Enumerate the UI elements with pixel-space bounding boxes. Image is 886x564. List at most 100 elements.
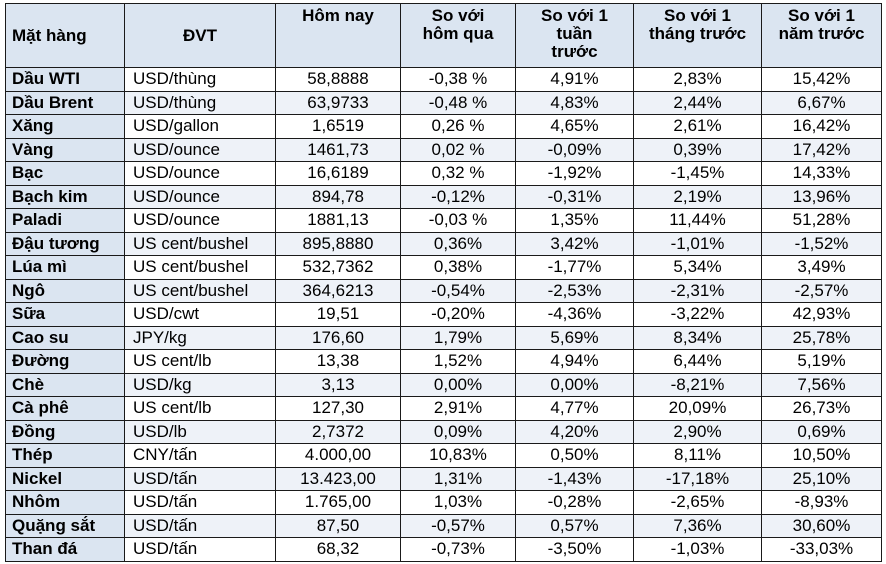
cell-vs-week: 0,00% [515,372,634,397]
cell-vs-month: 2,61% [633,114,762,139]
cell-today: 1,6519 [275,114,401,139]
header-row: Mặt hàng ĐVT Hôm nay So với hôm qua So v… [5,3,882,68]
cell-vs-week: 4,94% [515,349,634,374]
cell-today: 16,6189 [275,161,401,186]
header-vs-year-line2: năm trước [778,24,865,43]
cell-unit: USD/ounce [124,161,276,186]
cell-vs-week: -0,28% [515,490,634,515]
cell-vs-month: 6,44% [633,349,762,374]
table-row: Xăng USD/gallon 1,6519 0,26 % 4,65% 2,61% 16,4… [5,114,882,139]
cell-vs-month: -3,22% [633,302,762,327]
table-row: Ngô US cent/bushel 364,6213 -0,54% -2,53% -2,… [5,278,882,303]
cell-today: 894,78 [275,184,401,209]
cell-today: 364,6213 [275,278,401,303]
cell-vs-year: 10,50% [761,443,882,468]
table-row: Paladi USD/ounce 1881,13 -0,03 % 1,35% 11,44%… [5,208,882,233]
cell-vs-week: 0,57% [515,513,634,538]
header-vs-month-line1: So với 1 [664,6,731,25]
cell-unit: USD/tấn [124,466,276,491]
cell-vs-month: 5,34% [633,255,762,280]
cell-vs-month: 7,36% [633,513,762,538]
cell-item-name: Cà phê [5,396,125,421]
cell-unit: USD/ounce [124,137,276,162]
cell-item-name: Cao su [5,325,125,350]
cell-vs-week: 1,35% [515,208,634,233]
header-vs-week-line2: tuần [556,24,593,43]
cell-today: 68,32 [275,537,401,562]
cell-unit: JPY/kg [124,325,276,350]
cell-today: 895,8880 [275,231,401,256]
cell-vs-yesterday: 1,52% [400,349,516,374]
cell-today: 127,30 [275,396,401,421]
header-unit: ĐVT [124,3,276,68]
header-vs-yesterday-line1: So với [431,6,485,25]
header-vs-yesterday-line2: hôm qua [422,24,494,43]
commodity-price-table: Mặt hàng ĐVT Hôm nay So với hôm qua So v… [5,3,882,562]
cell-vs-yesterday: 0,26 % [400,114,516,139]
table-row: Chè USD/kg 3,13 0,00% 0,00% -8,21% 7,56% [5,372,882,397]
cell-today: 1881,13 [275,208,401,233]
cell-item-name: Bạch kim [5,184,125,209]
cell-vs-week: 4,83% [515,90,634,115]
cell-item-name: Đậu tương [5,231,125,256]
header-vs-month-line2: tháng trước [648,24,747,43]
cell-today: 19,51 [275,302,401,327]
cell-today: 3,13 [275,372,401,397]
cell-unit: USD/ounce [124,208,276,233]
cell-vs-week: 4,65% [515,114,634,139]
cell-today: 63,9733 [275,90,401,115]
cell-today: 1.765,00 [275,490,401,515]
table-row: Quặng sắt USD/tấn 87,50 -0,57% 0,57% 7,36% 30,… [5,513,882,538]
cell-vs-year: 5,19% [761,349,882,374]
header-today: Hôm nay [275,3,401,68]
table-row: Than đá USD/tấn 68,32 -0,73% -3,50% -1,03% -33… [5,537,882,562]
cell-item-name: Nickel [5,466,125,491]
table-row: Vàng USD/ounce 1461,73 0,02 % -0,09% 0,39% 17,… [5,137,882,162]
cell-vs-yesterday: -0,38 % [400,67,516,92]
table-row: Dầu Brent USD/thùng 63,9733 -0,48 % 4,83% 2,4… [5,90,882,115]
cell-vs-yesterday: 0,00% [400,372,516,397]
cell-unit: USD/tấn [124,537,276,562]
cell-vs-week: 3,42% [515,231,634,256]
table-row: Thép CNY/tấn 4.000,00 10,83% 0,50% 8,11% 10,50… [5,443,882,468]
table-row: Sữa USD/cwt 19,51 -0,20% -4,36% -3,22% 42,93% [5,302,882,327]
cell-vs-year: 16,42% [761,114,882,139]
cell-item-name: Đường [5,349,125,374]
cell-vs-yesterday: -0,54% [400,278,516,303]
cell-vs-year: 26,73% [761,396,882,421]
cell-vs-month: 2,44% [633,90,762,115]
cell-vs-yesterday: 0,38% [400,255,516,280]
cell-vs-year: 17,42% [761,137,882,162]
header-vs-week: So với 1 tuần trước [515,3,634,68]
cell-today: 13,38 [275,349,401,374]
cell-unit: US cent/bushel [124,231,276,256]
table-row: Lúa mì US cent/bushel 532,7362 0,38% -1,77% 5… [5,255,882,280]
table-row: Đường US cent/lb 13,38 1,52% 4,94% 6,44% 5,19% [5,349,882,374]
cell-vs-yesterday: -0,73% [400,537,516,562]
cell-vs-week: -1,92% [515,161,634,186]
header-today-label: Hôm nay [302,6,374,25]
cell-vs-year: -1,52% [761,231,882,256]
cell-vs-yesterday: 1,03% [400,490,516,515]
header-vs-yesterday: So với hôm qua [400,3,516,68]
table-row: Dầu WTI USD/thùng 58,8888 -0,38 % 4,91% 2,83%… [5,67,882,92]
table-header: Mặt hàng ĐVT Hôm nay So với hôm qua So v… [5,3,882,68]
cell-item-name: Ngô [5,278,125,303]
cell-unit: CNY/tấn [124,443,276,468]
cell-vs-year: 25,78% [761,325,882,350]
cell-vs-month: -1,45% [633,161,762,186]
cell-vs-month: 2,90% [633,419,762,444]
header-vs-year-line1: So với 1 [788,6,855,25]
cell-unit: USD/tấn [124,513,276,538]
cell-today: 532,7362 [275,255,401,280]
header-vs-month: So với 1 tháng trước [633,3,762,68]
cell-vs-yesterday: 0,32 % [400,161,516,186]
cell-unit: USD/kg [124,372,276,397]
table-row: Bạch kim USD/ounce 894,78 -0,12% -0,31% 2,19%… [5,184,882,209]
cell-vs-week: -3,50% [515,537,634,562]
cell-vs-month: 11,44% [633,208,762,233]
cell-today: 1461,73 [275,137,401,162]
cell-vs-week: 4,77% [515,396,634,421]
cell-item-name: Xăng [5,114,125,139]
cell-vs-week: -1,43% [515,466,634,491]
